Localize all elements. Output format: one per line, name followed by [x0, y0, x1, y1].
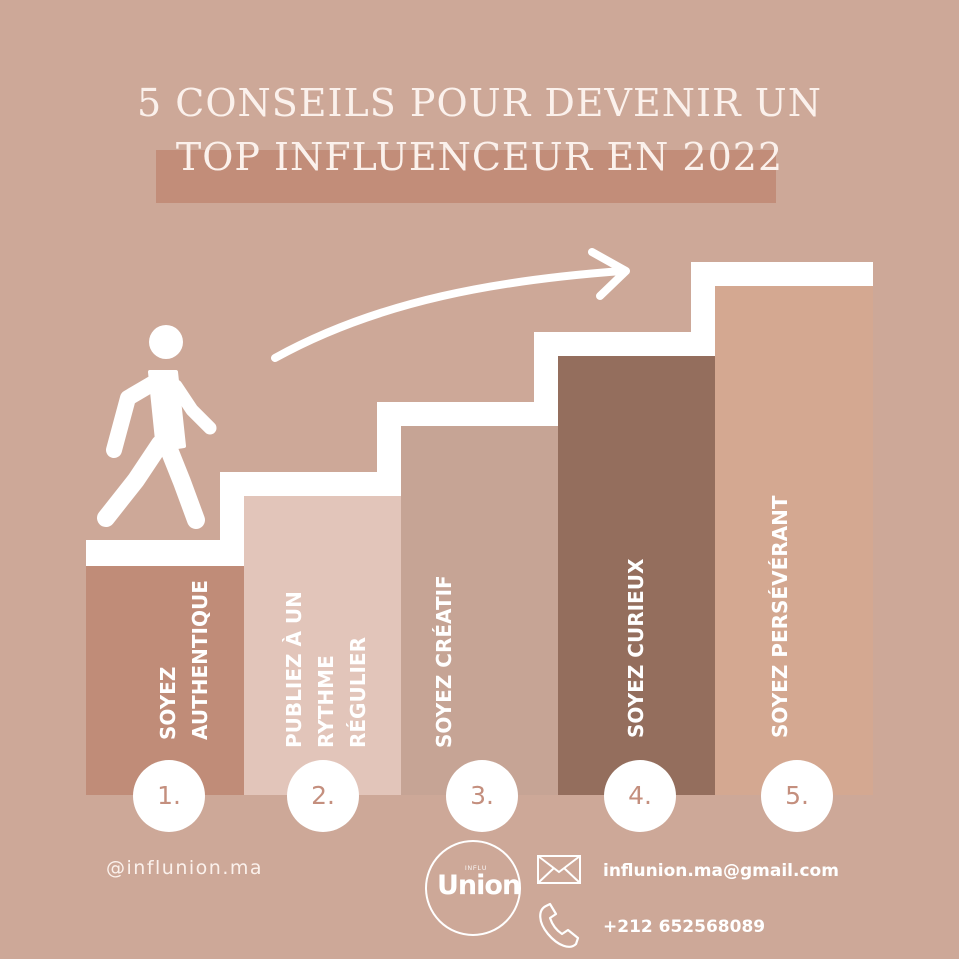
social-handle[interactable]: @influnion.ma — [106, 857, 264, 879]
step-label-2: PUBLIEZ À UN RYTHME RÉGULIER — [282, 591, 370, 748]
step-label-4: SOYEZ CURIEUX — [624, 558, 648, 738]
phone-number[interactable]: +212 652568089 — [603, 917, 766, 937]
page-title: 5 CONSEILS POUR DEVENIR UN TOP INFLUENCE… — [0, 76, 959, 184]
step-label-3: SOYEZ CRÉATIF — [432, 575, 456, 748]
step-block-1 — [86, 566, 244, 795]
step-number-3: 3. — [446, 760, 518, 832]
step-number-5: 5. — [761, 760, 833, 832]
step-block-5 — [715, 286, 873, 795]
title-highlight-band — [156, 150, 776, 203]
step-number-1: 1. — [133, 760, 205, 832]
curved-arrow-icon — [271, 248, 630, 362]
step-number-2: 2. — [287, 760, 359, 832]
title-line-2: TOP INFLUENCEUR EN 2022 — [175, 135, 784, 179]
step-number-4: 4. — [604, 760, 676, 832]
stair-white-4 — [534, 332, 715, 358]
step-label-5: SOYEZ PERSÉVÉRANT — [768, 495, 792, 739]
envelope-icon — [537, 855, 581, 884]
step-block-3 — [401, 426, 558, 795]
stair-white-5 — [691, 262, 873, 288]
stair-white-3 — [377, 402, 558, 428]
email-address[interactable]: influnion.ma@gmail.com — [603, 861, 839, 881]
title-line-1: 5 CONSEILS POUR DEVENIR UN — [137, 81, 822, 125]
walking-person-icon — [97, 325, 217, 529]
logo-main-text: Union — [437, 870, 521, 901]
stair-white-2 — [220, 472, 401, 498]
logo-small-text: INFLU — [465, 866, 488, 872]
stair-white-1 — [86, 540, 246, 568]
brand-logo: INFLU Union — [425, 840, 521, 936]
step-label-1: SOYEZ AUTHENTIQUE — [156, 580, 212, 740]
step-block-4 — [558, 356, 715, 795]
phone-icon — [539, 902, 580, 948]
step-block-2 — [244, 496, 401, 795]
